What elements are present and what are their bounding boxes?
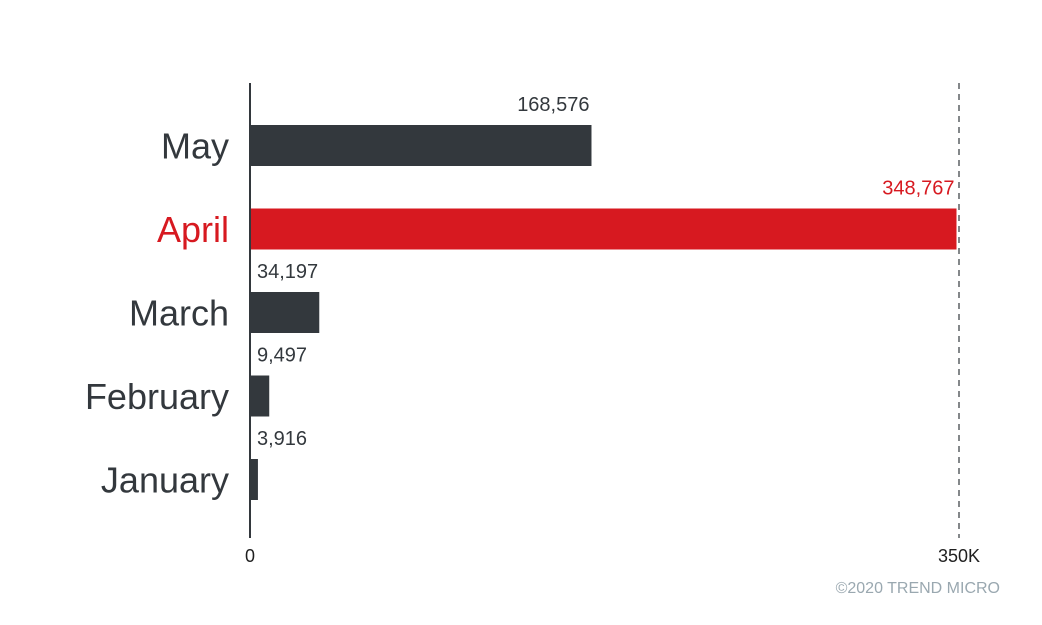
value-label-march: 34,197 <box>257 261 318 283</box>
copyright-credit: ©2020 TREND MICRO <box>836 580 1000 597</box>
bar-may <box>250 125 592 166</box>
category-label-april: April <box>157 209 229 250</box>
category-label-may: May <box>161 126 229 167</box>
value-label-february: 9,497 <box>257 345 307 367</box>
plot-area: May 168,576 April 348,767 March 34,197 Februar… <box>85 94 957 501</box>
x-tick-label-0: 0 <box>245 546 255 566</box>
x-tick-label-350k: 350K <box>938 546 980 566</box>
value-label-april: 348,767 <box>882 178 954 200</box>
value-label-january: 3,916 <box>257 428 307 450</box>
bar-march <box>250 292 320 333</box>
bar-january <box>250 459 258 500</box>
category-label-march: March <box>129 293 229 334</box>
category-label-february: February <box>85 376 229 417</box>
bar-february <box>250 375 270 417</box>
category-label-january: January <box>101 460 229 501</box>
value-label-may: 168,576 <box>517 94 589 116</box>
bar-april <box>250 208 957 250</box>
x-axis-ticks: 0 350K <box>245 546 980 566</box>
